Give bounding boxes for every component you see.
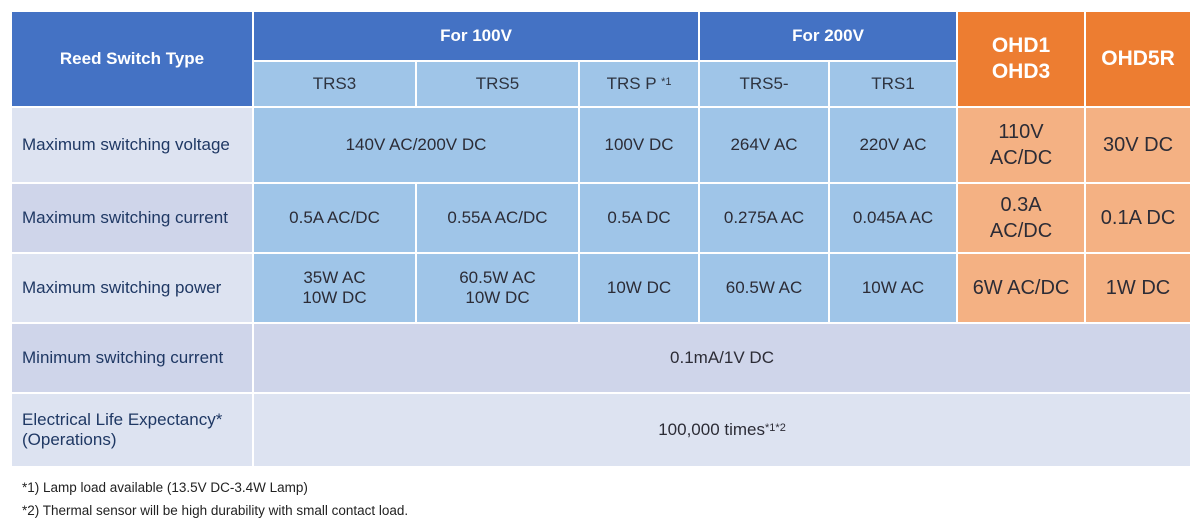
cell-line: 10W DC <box>302 288 367 307</box>
row-label: Electrical Life Expectancy* (Operations) <box>10 392 254 468</box>
cell-value: 60.5W AC 10W DC <box>415 252 580 324</box>
model-trs5-dash: TRS5- <box>698 60 831 108</box>
ohd1-ohd3-header: OHD1 OHD3 <box>956 10 1087 108</box>
cell-line: AC/DC <box>989 147 1053 169</box>
cell-line: 10W DC <box>465 288 530 307</box>
model-trsp-footnote: *1 <box>661 76 672 88</box>
row-label: Maximum switching power <box>10 252 254 324</box>
cell-value: 0.045A AC <box>828 182 959 254</box>
cell-value: 0.275A AC <box>698 182 831 254</box>
cell-line: AC/DC <box>989 220 1053 242</box>
header-row-groups: Reed Switch Type For 100V For 200V OHD1 … <box>10 10 1193 108</box>
group-header-100v: For 100V <box>251 10 701 62</box>
cell-value: 0.5A DC <box>577 182 701 254</box>
cell-value: 0.1A DC <box>1084 182 1193 254</box>
cell-line: 60.5W AC <box>459 268 536 287</box>
cell-value: 220V AC <box>828 106 959 184</box>
cell-value: 0.3A AC/DC <box>956 182 1087 254</box>
model-trsp-label: TRS P <box>606 74 657 93</box>
life-value: 100,000 times <box>658 420 766 439</box>
ohd3-label: OHD3 <box>991 60 1051 83</box>
footnote-1: *1) Lamp load available (13.5V DC-3.4W L… <box>22 480 308 495</box>
reed-switch-spec-table: Reed Switch Type For 100V For 200V OHD1 … <box>10 10 1193 468</box>
model-trs3: TRS3 <box>252 60 417 108</box>
cell-line: 110V <box>998 121 1044 143</box>
cell-value: 100,000 times*1*2 <box>251 392 1193 468</box>
model-trsp: TRS P *1 <box>577 60 701 108</box>
row-max-voltage: Maximum switching voltage 140V AC/200V D… <box>10 106 1193 184</box>
cell-line: 35W AC <box>303 268 366 287</box>
row-label: Maximum switching current <box>10 182 254 254</box>
row-label-line: (Operations) <box>22 430 117 449</box>
cell-value: 1W DC <box>1084 252 1193 324</box>
cell-value: 35W AC 10W DC <box>252 252 417 324</box>
cell-line: 0.3A <box>1000 194 1042 216</box>
cell-value: 6W AC/DC <box>956 252 1087 324</box>
ohd1-label: OHD1 <box>991 34 1051 57</box>
cell-value: 140V AC/200V DC <box>252 106 580 184</box>
cell-value: 10W DC <box>577 252 701 324</box>
cell-value: 110V AC/DC <box>956 106 1087 184</box>
footnote-2: *2) Thermal sensor will be high durabili… <box>22 503 409 518</box>
row-min-current: Minimum switching current 0.1mA/1V DC <box>10 322 1193 394</box>
row-label: Minimum switching current <box>10 322 254 394</box>
group-header-200v: For 200V <box>698 10 959 62</box>
row-max-power: Maximum switching power 35W AC 10W DC 60… <box>10 252 1193 324</box>
cell-value: 10W AC <box>828 252 959 324</box>
ohd5r-header: OHD5R <box>1084 10 1193 108</box>
model-trs5: TRS5 <box>415 60 580 108</box>
cell-value: 0.55A AC/DC <box>415 182 580 254</box>
row-life-expectancy: Electrical Life Expectancy* (Operations)… <box>10 392 1193 468</box>
row-label: Maximum switching voltage <box>10 106 254 184</box>
row-max-current: Maximum switching current 0.5A AC/DC 0.5… <box>10 182 1193 254</box>
cell-value: 30V DC <box>1084 106 1193 184</box>
life-footnote: *1*2 <box>765 422 786 434</box>
cell-value: 0.5A AC/DC <box>252 182 417 254</box>
cell-value: 60.5W AC <box>698 252 831 324</box>
header-row-models: TRS3 TRS5 TRS P *1 TRS5- TRS1 <box>11 60 1191 108</box>
footnotes: *1) Lamp load available (13.5V DC-3.4W L… <box>22 476 408 522</box>
row-label-line: Electrical Life Expectancy* <box>22 410 223 429</box>
model-trs1: TRS1 <box>828 60 959 108</box>
cell-value: 264V AC <box>698 106 831 184</box>
cell-value: 0.1mA/1V DC <box>251 322 1193 394</box>
reed-switch-type-header: Reed Switch Type <box>10 10 254 108</box>
cell-value: 100V DC <box>577 106 701 184</box>
